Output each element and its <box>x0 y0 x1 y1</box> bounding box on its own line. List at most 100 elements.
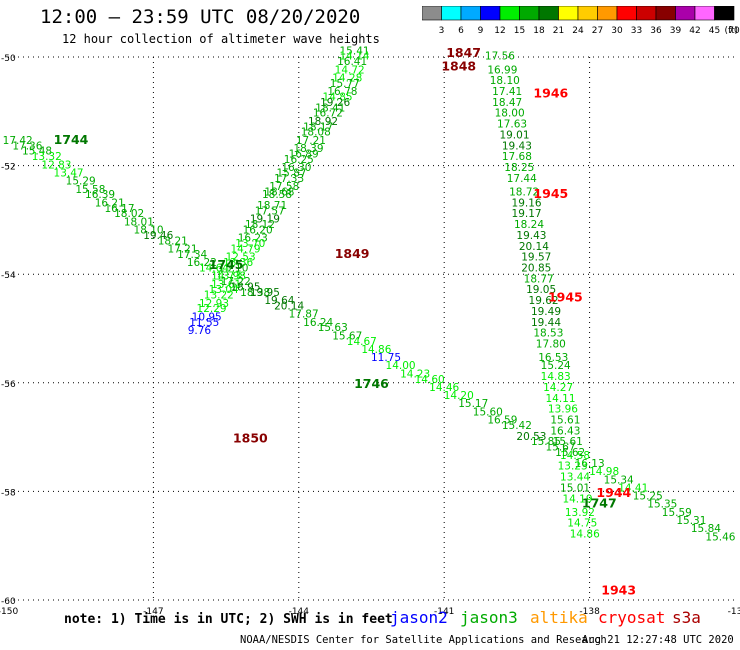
swh-value: 17.33 <box>274 173 304 185</box>
swh-value: 16.53 <box>538 352 568 364</box>
swh-value: 16.41 <box>337 56 367 68</box>
satellite-altika: altika <box>530 608 588 627</box>
swh-value: 16.20 <box>243 224 273 236</box>
pass-time-label: 1746 <box>354 376 389 391</box>
swh-value: 16.72 <box>313 108 343 120</box>
swh-value: 16.24 <box>303 317 333 329</box>
swh-value: 18.39 <box>293 143 323 155</box>
x-tick-label: -147 <box>143 607 163 617</box>
swh-value: 14.67 <box>347 336 377 348</box>
swh-value: 17.44 <box>507 173 537 185</box>
swh-value: 15.87 <box>276 167 306 179</box>
colorbar-swatch <box>538 6 559 21</box>
swh-value: 14.83 <box>541 371 571 383</box>
pass-time-label: 1945 <box>533 186 568 201</box>
swh-value: 15.46 <box>705 531 735 543</box>
swh-value: 17.41 <box>492 86 522 98</box>
swh-value: 14.58 <box>560 450 590 462</box>
satellite-jason3: jason3 <box>460 608 518 627</box>
swh-value: 19.01 <box>499 129 529 141</box>
swh-value: 18.01 <box>124 216 154 228</box>
swh-value: 19.26 <box>320 97 350 109</box>
swh-value: 12.53 <box>226 252 256 264</box>
colorbar-level: 21 <box>553 26 564 36</box>
swh-value: 19.16 <box>512 197 542 209</box>
swh-value: 18.10 <box>490 75 520 87</box>
swh-value: 16.17 <box>104 203 134 215</box>
swh-value: 15.84 <box>691 523 721 535</box>
swh-value: 13.32 <box>32 151 62 163</box>
swh-value: 17.87 <box>289 309 319 321</box>
swh-value: 15.85 <box>531 436 561 448</box>
colorbar-level: 3 <box>439 26 445 36</box>
swh-value: 15.34 <box>604 474 634 486</box>
swh-value: 18.95 <box>230 281 260 293</box>
swh-value: 12.29 <box>197 303 227 315</box>
swh-value: 14.14 <box>340 51 370 63</box>
swh-value: 13.47 <box>54 167 84 179</box>
swh-value: 14.98 <box>589 466 619 478</box>
swh-value: 18.10 <box>134 224 164 236</box>
swh-value: 18.12 <box>245 219 275 231</box>
swh-value: 19.19 <box>250 214 280 226</box>
swh-value: 13.92 <box>565 507 595 519</box>
swh-value: 15.58 <box>75 184 105 196</box>
colorbar-swatch <box>694 6 715 21</box>
swh-value: 13.96 <box>548 404 578 416</box>
swh-value: 18.47 <box>492 97 522 109</box>
colorbar-swatch <box>714 6 735 21</box>
swh-value: 14.79 <box>230 243 260 255</box>
swh-value: 15.41 <box>340 45 370 57</box>
swh-value: 19.49 <box>531 306 561 318</box>
swh-value: 13.36 <box>223 257 253 269</box>
swh-value: 18.21 <box>158 235 188 247</box>
swh-value: 15.24 <box>541 360 571 372</box>
swh-value: 16.22 <box>187 257 217 269</box>
colorbar-level: 27 <box>592 26 603 36</box>
swh-value: 15.67 <box>332 330 362 342</box>
swh-value: 12.93 <box>199 298 229 310</box>
swh-value: 14.73 <box>211 271 241 283</box>
swh-value: 19.62 <box>529 295 559 307</box>
swh-value: 18.53 <box>533 328 563 340</box>
swh-value: 13.61 <box>211 279 241 291</box>
swh-value: 15.25 <box>633 491 663 503</box>
pass-time-label: 1847 <box>446 45 481 60</box>
y-tick-label: -50 <box>1 54 16 64</box>
colorbar-swatch <box>636 6 657 21</box>
swh-value: 11.75 <box>371 352 401 364</box>
y-tick-label: -56 <box>1 380 16 390</box>
generated-timestamp: Aug 21 12:27:48 UTC 2020 <box>582 634 734 646</box>
swh-value: 19.43 <box>502 140 532 152</box>
swh-value: 18.17 <box>303 121 333 133</box>
swh-value: 17.22 <box>221 276 251 288</box>
swh-value: 19.43 <box>516 230 546 242</box>
swh-value: 15.17 <box>458 398 488 410</box>
swh-value: 13.22 <box>204 290 234 302</box>
swh-value: 14.19 <box>562 493 592 505</box>
pass-time-label: 1747 <box>582 496 617 511</box>
credit-text: NOAA/NESDIS Center for Satellite Applica… <box>240 634 607 646</box>
swh-value: 12.83 <box>41 159 71 171</box>
x-tick-label: -138 <box>579 607 600 617</box>
colorbar-swatch <box>480 6 501 21</box>
swh-value: 14.64 <box>199 262 229 274</box>
satellite-s3a: s3a <box>672 608 701 627</box>
pass-time-label: 1744 <box>54 132 89 147</box>
swh-value: 16.25 <box>284 154 314 166</box>
swh-value: 17.34 <box>177 249 207 261</box>
colorbar-swatch <box>460 6 481 21</box>
color-scale-legend: 3 6 9 12 15 18 21 24 27 30 33 36 39 42 45 70(ft) <box>422 6 740 36</box>
swh-value: 15.67 <box>545 442 575 454</box>
swh-value: 19.17 <box>512 208 542 220</box>
colorbar-level: 39 <box>670 26 682 36</box>
swh-value: 16.43 <box>550 425 580 437</box>
colorbar-level: 9 <box>478 26 484 36</box>
swh-value: 18.08 <box>301 127 331 139</box>
pass-time-label: 1849 <box>335 246 370 261</box>
colorbar-unit: (ft) <box>724 26 738 36</box>
colorbar-swatch <box>499 6 520 21</box>
swh-value: 17.21 <box>167 243 197 255</box>
swh-value: 13.23 <box>558 461 588 473</box>
